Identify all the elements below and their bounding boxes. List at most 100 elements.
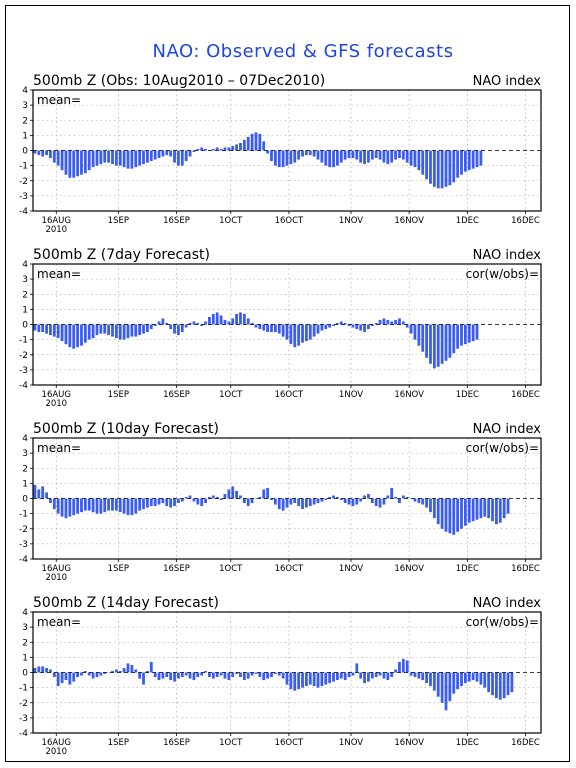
nao-bar (227, 321, 231, 325)
nao-bar (87, 150, 91, 171)
nao-bar (250, 498, 254, 504)
nao-bar (270, 150, 273, 162)
nao-bar (157, 498, 161, 505)
nao-bar (328, 324, 332, 328)
nao-bar (390, 672, 394, 678)
nao-bar (192, 498, 196, 502)
nao-bar (339, 150, 343, 163)
x-tick-label: 1SEP (108, 216, 129, 226)
nao-bar (177, 324, 180, 336)
nao-bar (52, 324, 56, 337)
nao-bar (304, 498, 308, 508)
nao-bar (425, 150, 428, 180)
nao-bar (219, 498, 223, 501)
nao-bar (475, 324, 479, 340)
nao-bar (118, 498, 122, 513)
nao-bar (421, 324, 425, 352)
nao-bar (146, 324, 149, 333)
nao-bar (421, 150, 425, 175)
x-tick-label: 1NOV (339, 738, 363, 748)
nao-bar (200, 672, 204, 676)
nao-bar (49, 324, 52, 336)
x-tick-label: 16DEC (511, 390, 540, 400)
nao-bar (33, 150, 37, 154)
y-tick-label: -1 (19, 162, 28, 172)
mean-label: mean= (37, 615, 81, 629)
x-tick-label: 16SEP (163, 216, 190, 226)
nao-bar (289, 150, 293, 165)
nao-bar (332, 324, 335, 327)
nao-bar (413, 498, 417, 502)
nao-bar (417, 150, 421, 171)
nao-bar (142, 324, 145, 334)
x-tick-label: 16AUG (42, 564, 71, 574)
nao-bar (188, 150, 192, 157)
nao-bar (138, 150, 142, 166)
nao-bar (111, 150, 114, 165)
nao-bar (208, 316, 211, 325)
nao-bar (83, 670, 87, 673)
nao-bar (343, 498, 347, 504)
nao-bar (103, 498, 107, 513)
nao-bar (219, 315, 223, 325)
nao-bar (200, 324, 204, 327)
nao-bar (246, 136, 250, 151)
nao-bar (343, 150, 347, 160)
nao-bar (386, 672, 390, 681)
nao-bar (339, 498, 343, 501)
nao-bar (409, 324, 413, 334)
nao-bar (429, 498, 432, 513)
nao-bar (37, 150, 41, 156)
nao-bar (114, 498, 118, 511)
nao-bar (192, 672, 196, 681)
nao-bar (312, 672, 316, 687)
nao-bar (374, 150, 378, 159)
nao-bar (301, 672, 304, 688)
nao-bar (184, 150, 188, 162)
nao-bar (409, 150, 413, 166)
nao-bar (173, 150, 176, 163)
nao-bar (332, 150, 335, 168)
nao-bar (107, 150, 111, 163)
nao-bar (87, 672, 91, 676)
nao-bar (293, 150, 297, 163)
nao-bar (277, 324, 281, 334)
nao-bar (382, 150, 386, 163)
nao-bar (72, 324, 76, 349)
nao-bar (398, 661, 401, 673)
nao-bar (80, 324, 83, 346)
nao-bar (204, 148, 207, 151)
nao-bar (33, 667, 37, 673)
nao-bar (425, 498, 428, 508)
panel-index-label: NAO index (473, 422, 542, 437)
nao-bar (37, 489, 41, 499)
nao-bar (142, 150, 145, 165)
nao-bar (83, 498, 87, 511)
nao-bar (347, 150, 351, 159)
nao-bar (103, 324, 107, 334)
nao-bar (440, 498, 444, 529)
nao-bar (506, 498, 510, 514)
nao-bar (262, 324, 266, 331)
nao-bar (386, 319, 390, 325)
nao-bar (242, 498, 246, 504)
nao-bar (258, 672, 262, 678)
nao-bar (242, 672, 246, 681)
nao-bar (471, 498, 475, 522)
nao-bar (293, 672, 297, 691)
nao-bar (432, 324, 436, 369)
nao-bar (378, 672, 382, 676)
nao-bar (479, 150, 483, 166)
nao-bar (188, 672, 192, 679)
nao-bar (262, 141, 266, 151)
y-tick-label: 4 (22, 260, 28, 270)
y-tick-label: -4 (19, 207, 28, 217)
nao-bar (332, 672, 335, 682)
x-tick-label: 1DEC (456, 564, 479, 574)
x-tick-label: 1NOV (339, 564, 363, 574)
nao-bar (394, 319, 397, 325)
nao-bar (495, 672, 498, 699)
nao-bar (475, 498, 479, 520)
y-tick-label: -1 (19, 336, 28, 346)
